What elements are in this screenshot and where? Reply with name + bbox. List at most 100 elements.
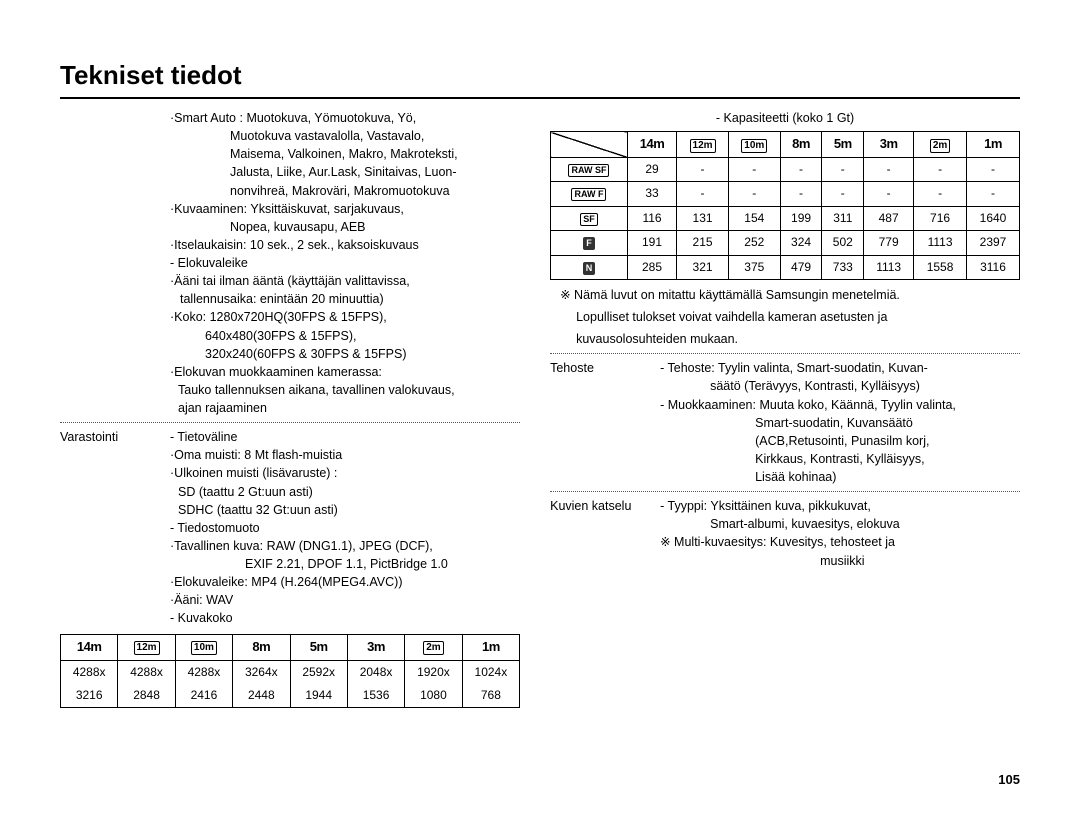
cap-cell: - <box>967 182 1020 206</box>
cap-cell: 487 <box>864 206 914 230</box>
cap-header-cell: 2m <box>914 132 967 158</box>
size-icon: 5m <box>310 639 328 654</box>
left-column: ·Smart Auto : Muotokuva, Yömuotokuva, Yö… <box>60 109 520 708</box>
elokuvaleike-h: - Elokuvaleike <box>60 254 520 272</box>
capacity-title: - Kapasiteetti (koko 1 Gt) <box>550 109 1020 127</box>
smart-auto-l5: nonvihreä, Makroväri, Makromuotokuva <box>60 182 520 200</box>
size-icon: 10m <box>191 641 217 655</box>
size-icon: 2m <box>423 641 443 655</box>
cap-cell: - <box>677 157 729 181</box>
kuvaaminen-l2: Nopea, kuvausapu, AEB <box>60 218 520 236</box>
cap-cell: - <box>822 182 864 206</box>
cap-note-2: Lopulliset tulokset voivat vaihdella kam… <box>576 308 1020 326</box>
size-cell: 1024x <box>462 660 519 684</box>
cap-cell: 116 <box>627 206 676 230</box>
capacity-table: 14m12m10m8m5m3m2m1m RAW SF29-------RAW F… <box>550 131 1020 280</box>
cap-cell: - <box>967 157 1020 181</box>
cap-cell: 1640 <box>967 206 1020 230</box>
teh-l7: Lisää kohinaa) <box>660 468 1020 486</box>
size-cell: 1080 <box>405 684 462 708</box>
separator <box>550 353 1020 354</box>
cap-cell: - <box>914 157 967 181</box>
cap-cell: 1558 <box>914 255 967 279</box>
cap-cell: 502 <box>822 231 864 255</box>
size-icon: 3m <box>367 639 385 654</box>
size-icon: 2m <box>930 139 950 153</box>
tav-l1: ·Tavallinen kuva: RAW (DNG1.1), JPEG (DC… <box>170 537 520 555</box>
size-icon: 10m <box>741 139 767 153</box>
right-column: - Kapasiteetti (koko 1 Gt) 14m12m10m8m5m… <box>550 109 1020 708</box>
cap-row-label: F <box>551 231 628 255</box>
cap-row: SF1161311541993114877161640 <box>551 206 1020 230</box>
teh-l6: Kirkkaus, Kontrasti, Kylläisyys, <box>660 450 1020 468</box>
tiedostomuoto: - Tiedostomuoto <box>170 519 520 537</box>
size-cell: 1944 <box>290 684 347 708</box>
size-row-1: 4288x4288x4288x3264x2592x2048x1920x1024x <box>61 660 520 684</box>
kv-l2: Smart-albumi, kuvaesitys, elokuva <box>660 515 1020 533</box>
cap-header-cell: 3m <box>864 132 914 158</box>
varastointi-body: - Tietoväline ·Oma muisti: 8 Mt flash-mu… <box>170 428 520 627</box>
cap-cell: 716 <box>914 206 967 230</box>
teh-l2: säätö (Terävyys, Kontrasti, Kylläisyys) <box>660 377 1020 395</box>
itselaukaisin: ·Itselaukaisin: 10 sek., 2 sek., kaksois… <box>60 236 520 254</box>
size-header-cell: 14m <box>61 634 118 660</box>
cap-row: RAW SF29------- <box>551 157 1020 181</box>
size-icon: 12m <box>134 641 160 655</box>
cap-cell: - <box>864 182 914 206</box>
cap-body: RAW SF29-------RAW F33-------SF116131154… <box>551 157 1020 279</box>
cap-cell: 131 <box>677 206 729 230</box>
kv-l3: ※ Multi-kuvaesitys: Kuvesitys, tehosteet… <box>660 533 1020 551</box>
cap-header-cell: 5m <box>822 132 864 158</box>
size-cell: 2416 <box>175 684 232 708</box>
cap-cell: 252 <box>728 231 780 255</box>
kuvien-body: - Tyyppi: Yksittäinen kuva, pikkukuvat, … <box>660 497 1020 570</box>
size-header-cell: 8m <box>233 634 290 660</box>
cap-cell: 1113 <box>914 231 967 255</box>
cap-row-label: N <box>551 255 628 279</box>
cap-cell: 33 <box>627 182 676 206</box>
oma-muisti: ·Oma muisti: 8 Mt flash-muistia <box>170 446 520 464</box>
size-icon: 8m <box>792 136 810 151</box>
size-icon: 3m <box>880 136 898 151</box>
size-cell: 768 <box>462 684 519 708</box>
smart-auto-label: ·Smart Auto : <box>170 111 243 125</box>
kv-l1: - Tyyppi: Yksittäinen kuva, pikkukuvat, <box>660 497 1020 515</box>
size-row-2: 3216284824162448194415361080768 <box>61 684 520 708</box>
teh-l3: - Muokkaaminen: Muuta koko, Käännä, Tyyl… <box>660 396 1020 414</box>
size-icon: 1m <box>482 639 500 654</box>
ulkoinen-l2: SD (taattu 2 Gt:uun asti) <box>170 483 520 501</box>
cap-cell: 215 <box>677 231 729 255</box>
size-icon: 14m <box>77 639 102 654</box>
separator <box>60 422 520 423</box>
size-header-cell: 3m <box>347 634 404 660</box>
size-cell: 1536 <box>347 684 404 708</box>
page-number: 105 <box>998 772 1020 787</box>
size-cell: 3264x <box>233 660 290 684</box>
cap-cell: - <box>728 182 780 206</box>
size-cell: 3216 <box>61 684 118 708</box>
columns: ·Smart Auto : Muotokuva, Yömuotokuva, Yö… <box>60 109 1020 708</box>
size-cell: 4288x <box>61 660 118 684</box>
separator <box>550 491 1020 492</box>
wav: ·Ääni: WAV <box>170 591 520 609</box>
cap-cell: 3116 <box>967 255 1020 279</box>
size-cell: 4288x <box>118 660 175 684</box>
smart-auto-l3: Maisema, Valkoinen, Makro, Makroteksti, <box>60 145 520 163</box>
cap-cell: 29 <box>627 157 676 181</box>
kuvien-block: Kuvien katselu - Tyyppi: Yksittäinen kuv… <box>550 497 1020 570</box>
cap-row: RAW F33------- <box>551 182 1020 206</box>
ulkoinen-l3: SDHC (taattu 32 Gt:uun asti) <box>170 501 520 519</box>
cap-row-label: SF <box>551 206 628 230</box>
kuvien-label: Kuvien katselu <box>550 497 660 570</box>
size-icon: 14m <box>640 136 665 151</box>
cap-cell: - <box>822 157 864 181</box>
koko-l3: 320x240(60FPS & 30FPS & 15FPS) <box>60 345 520 363</box>
size-header-cell: 1m <box>462 634 519 660</box>
cap-note-3: kuvausolosuhteiden mukaan. <box>576 330 1020 348</box>
cap-header-cell: 14m <box>627 132 676 158</box>
teh-l4: Smart-suodatin, Kuvansäätö <box>660 414 1020 432</box>
koko-l1: ·Koko: 1280x720HQ(30FPS & 15FPS), <box>60 308 520 326</box>
smart-auto-l2: Muotokuva vastavalolla, Vastavalo, <box>60 127 520 145</box>
page-title: Tekniset tiedot <box>60 60 1020 99</box>
size-table: 14m12m10m8m5m3m2m1m 4288x4288x4288x3264x… <box>60 634 520 709</box>
